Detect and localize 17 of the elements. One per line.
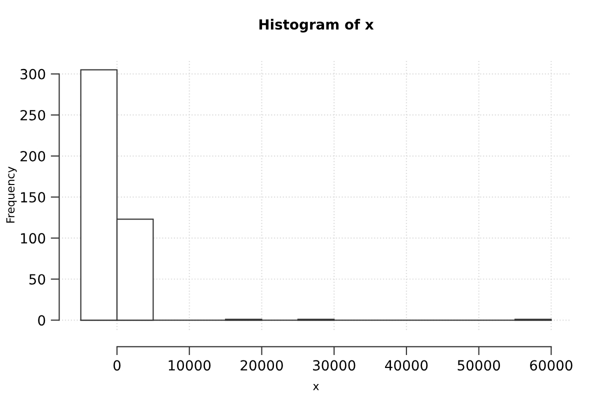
x-axis-title: x: [313, 384, 319, 390]
y-axis-title: Frequency: [6, 166, 17, 223]
chart-title: Histogram of x: [259, 18, 374, 32]
x-tick-label: 30000: [313, 360, 356, 371]
y-tick-label: 300: [20, 68, 46, 80]
y-tick-label: 250: [20, 110, 46, 120]
y-tick-label: 150: [21, 192, 46, 203]
x-tick-label: 0: [113, 360, 120, 371]
y-tick-label: 200: [20, 150, 46, 162]
x-tick-label: 60000: [530, 360, 572, 371]
y-tick-label: 50: [29, 274, 46, 285]
x-tick-label: 10000: [168, 360, 211, 371]
y-tick-label: 100: [21, 233, 46, 244]
x-tick-label: 20000: [240, 360, 283, 371]
x-tick-label: 40000: [385, 360, 428, 371]
x-tick-label: 50000: [458, 360, 500, 371]
y-tick-label: 0: [38, 315, 46, 326]
